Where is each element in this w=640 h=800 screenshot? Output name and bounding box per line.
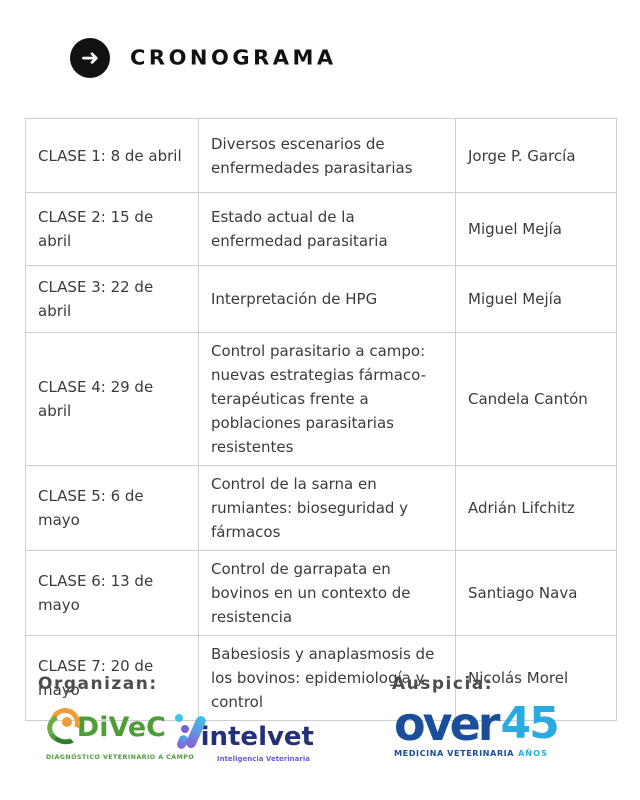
page-title: CRONOGRAMA xyxy=(130,46,337,70)
cell-topic: Control de garrapata en bovinos en un co… xyxy=(198,550,456,636)
over-logo: over 45 MEDICINA VETERINARIA AÑOS xyxy=(394,697,560,758)
table-row: CLASE 2: 15 de abril Estado actual de la … xyxy=(25,192,617,266)
divec-logo: DiVeC DIAGNÓSTICO VETERINARIO A CAMPO xyxy=(43,703,195,761)
cell-topic: Interpretación de HPG xyxy=(198,265,456,333)
table-row: CLASE 5: 6 de mayo Control de la sarna en… xyxy=(25,465,617,551)
cell-date: CLASE 4: 29 de abril xyxy=(25,332,199,466)
over-name: over xyxy=(394,697,500,751)
arrow-glyph: ➜ xyxy=(80,45,100,71)
cell-date: CLASE 3: 22 de abril xyxy=(25,265,199,333)
cell-speaker: Adrián Lifchitz xyxy=(455,465,617,551)
cell-speaker: Santiago Nava xyxy=(455,550,617,636)
cell-speaker: Nicolás Morel xyxy=(455,635,617,721)
schedule-table: CLASE 1: 8 de abril Diversos escenarios d… xyxy=(25,118,617,721)
cell-speaker: Miguel Mejía xyxy=(455,265,617,333)
table-row: CLASE 4: 29 de abril Control parasitario … xyxy=(25,332,617,466)
cell-speaker: Candela Cantón xyxy=(455,332,617,466)
intelvet-name: intelvet xyxy=(200,722,314,752)
table-row: CLASE 1: 8 de abril Diversos escenarios d… xyxy=(25,118,617,193)
cell-topic: Babesiosis y anaplasmosis de los bovinos… xyxy=(198,635,456,721)
intelvet-mark-icon xyxy=(174,712,208,751)
table-row: CLASE 3: 22 de abril Interpretación de HP… xyxy=(25,265,617,333)
over-tagline: MEDICINA VETERINARIA xyxy=(394,748,515,758)
table-row: CLASE 7: 20 de mayo Babesiosis y anaplasm… xyxy=(25,635,617,721)
arrow-right-icon: ➜ xyxy=(70,38,110,78)
divec-name: DiVeC xyxy=(76,711,166,743)
cell-date: CLASE 1: 8 de abril xyxy=(25,118,199,193)
cell-date: CLASE 7: 20 de mayo xyxy=(25,635,199,721)
header: ➜ CRONOGRAMA xyxy=(70,38,337,78)
cell-date: CLASE 2: 15 de abril xyxy=(25,192,199,266)
divec-emblem-icon xyxy=(43,703,85,749)
cell-topic: Estado actual de la enfermedad parasitar… xyxy=(198,192,456,266)
divec-tagline: DIAGNÓSTICO VETERINARIO A CAMPO xyxy=(46,754,195,761)
organizers-label: Organizan: xyxy=(38,674,158,694)
intelvet-tagline: Inteligencia Veterinaria xyxy=(217,755,310,763)
over-anos: AÑOS xyxy=(517,748,548,758)
cell-topic: Control de la sarna en rumiantes: bioseg… xyxy=(198,465,456,551)
cell-topic: Diversos escenarios de enfermedades para… xyxy=(198,118,456,193)
cell-date: CLASE 6: 13 de mayo xyxy=(25,550,199,636)
cell-speaker: Jorge P. García xyxy=(455,118,617,193)
cell-topic: Control parasitario a campo: nuevas estr… xyxy=(198,332,456,466)
over-number: 45 xyxy=(500,698,559,749)
intelvet-logo: intelvet Inteligencia Veterinaria xyxy=(174,712,314,763)
sponsor-label: Auspicia: xyxy=(392,674,494,694)
table-row: CLASE 6: 13 de mayo Control de garrapata … xyxy=(25,550,617,636)
cell-speaker: Miguel Mejía xyxy=(455,192,617,266)
cell-date: CLASE 5: 6 de mayo xyxy=(25,465,199,551)
